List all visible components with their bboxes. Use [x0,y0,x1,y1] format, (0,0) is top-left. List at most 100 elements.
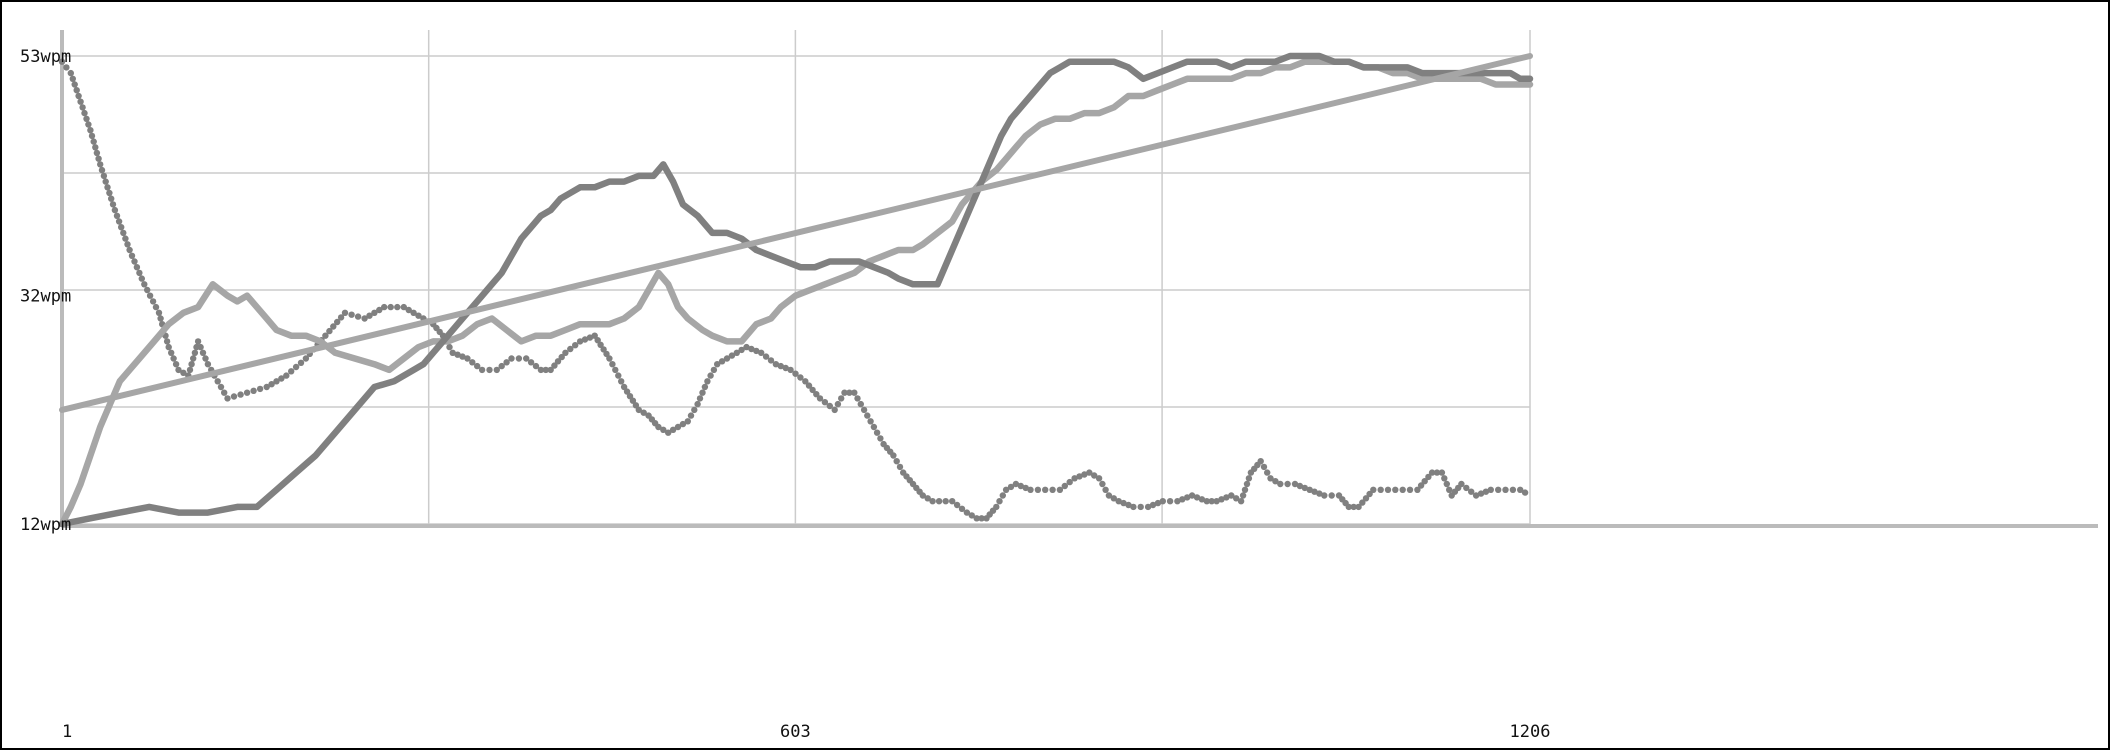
series-0-point [1184,494,1191,501]
series-0-point [963,509,971,516]
series-0-point [1105,492,1113,499]
series-0-point [446,343,453,351]
series-0-point [464,355,471,362]
series-0-point [710,366,718,374]
series-0-point [1417,482,1425,489]
series-0-point [1399,486,1406,493]
series-0-point [674,423,682,431]
series-0-point [108,195,115,202]
series-0-point [558,353,565,361]
series-0-point [1272,478,1279,485]
series-0-point [1095,475,1103,482]
series-0-point [777,362,784,370]
x-tick-label-1206: 1206 [1510,722,1551,742]
series-0-point [348,311,355,318]
series-0-point [1049,486,1056,493]
series-0-point [1267,475,1274,482]
series-0-point [493,366,500,374]
series-0-point [609,361,616,368]
series-0-point [567,345,574,353]
series-0-point [1130,503,1137,511]
series-0-point [1218,496,1225,503]
series-0-point [1328,492,1335,499]
series-0-point [163,338,171,345]
series-0-point [665,429,672,436]
series-1-line [58,58,1534,528]
series-0-point [1345,503,1353,511]
series-0-point [124,241,131,248]
series-0-point [953,501,961,509]
series-0-point [1428,469,1436,476]
series-0-point [691,406,698,414]
series-0-point [100,172,108,180]
series-0-point [217,383,225,391]
series-0-point [214,378,221,385]
series-0-point [547,366,554,374]
grid [61,30,1531,525]
series-0-point [924,495,931,502]
series-0-point [762,353,770,360]
series-0-point [1042,486,1049,493]
series-0-point [400,303,407,311]
series-0-point [1239,492,1247,499]
series-0-point [1027,486,1034,493]
series-0-point [857,400,864,408]
series-0-point [175,366,182,374]
series-0-point [186,366,194,374]
series-0-point [120,229,127,237]
series-0-point [1076,473,1083,480]
series-0-point [821,399,829,406]
series-0-point [1166,498,1174,505]
series-0-point [172,361,180,368]
series-0-point [687,412,695,419]
series-0-point [90,138,97,145]
series-0-point [1370,486,1377,493]
series-0-point [707,372,714,379]
series-0-point [586,334,594,341]
series-0-point [394,303,401,311]
series-0-point [71,81,78,88]
series-0-point [973,515,980,522]
series-0-point [1012,480,1020,488]
series-0-point [958,505,966,512]
series-0-point [118,224,125,231]
series-layer [58,52,1534,528]
series-0-point [1311,488,1318,495]
series-0-point [87,127,94,134]
series-0-point [699,389,706,396]
series-0-point [942,498,949,505]
series-0-point [334,318,341,326]
series-0-point [660,426,667,433]
series-0-point [629,397,637,404]
series-0-point [802,378,809,385]
series-0-point [581,336,589,343]
series-0-point [758,349,765,356]
series-0-point [498,362,505,370]
series-0-point [1137,503,1144,511]
series-0-point [381,303,388,311]
series-0-point [1495,486,1502,493]
series-0-point [1061,482,1069,490]
series-0-point [834,400,842,408]
series-0-point [523,355,530,362]
series-0-point [562,349,569,356]
series-0-point [753,347,760,355]
series-0-point [97,161,104,168]
series-0-point [387,303,394,311]
series-0-point [191,349,199,356]
series-0-point [728,352,736,359]
series-0-point [704,378,711,385]
series-0-point [701,383,709,391]
series-0-point [1233,495,1240,502]
series-0-point [1377,486,1384,493]
series-0-point [1517,486,1524,493]
series-0-point [170,355,177,362]
series-0-point [1472,492,1480,499]
series-0-point [893,458,900,465]
series-0-point [1174,498,1181,505]
tick-labels: 12wpm 32wpm 53wpm 1 603 1206 [20,47,1550,742]
series-0-point [532,362,540,370]
series-0-point [679,420,687,428]
series-0-point [606,355,613,362]
